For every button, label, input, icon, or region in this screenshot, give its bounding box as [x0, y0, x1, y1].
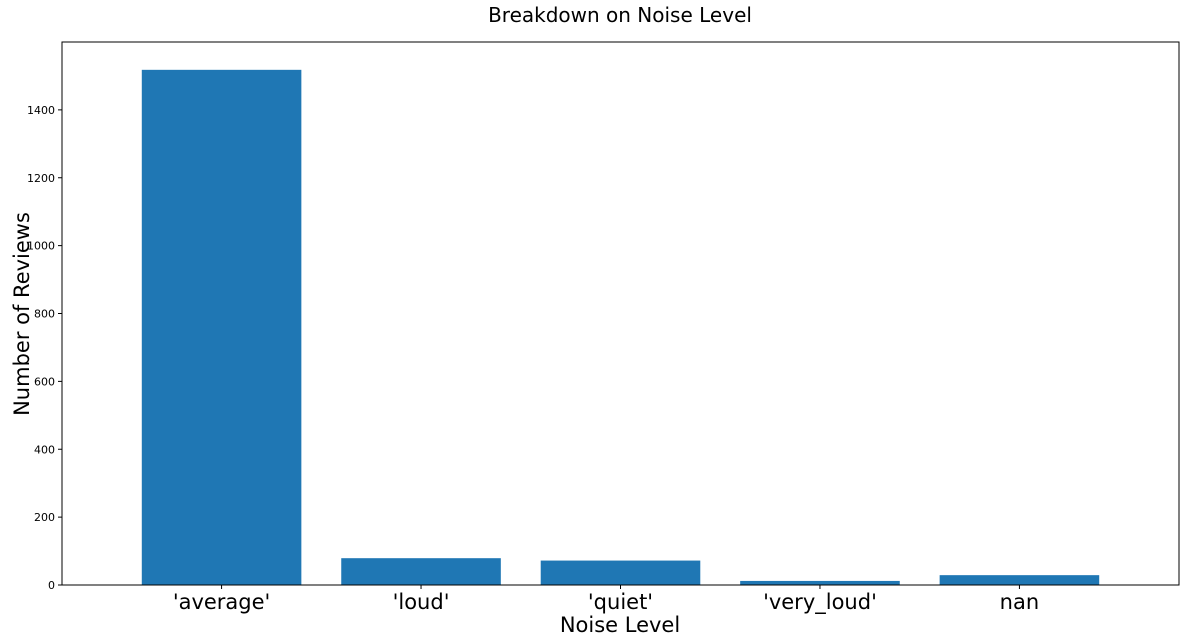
y-tick-label-5: 1000 [27, 240, 55, 253]
y-tick-label-7: 1400 [27, 104, 55, 117]
x-axis-ticks: 'average' 'loud' 'quiet' 'very_loud' nan [173, 585, 1039, 615]
x-tick-label-2: 'quiet' [588, 590, 653, 614]
bars-group [141, 69, 1100, 586]
x-tick-label-4: nan [1000, 590, 1040, 614]
y-tick-label-1: 200 [34, 511, 55, 524]
y-tick-label-4: 800 [34, 308, 55, 321]
bar-0 [141, 69, 302, 586]
y-axis-ticks: 0 200 400 600 800 1000 1200 1400 [27, 104, 62, 592]
bar-4 [939, 575, 1100, 585]
y-tick-label-6: 1200 [27, 172, 55, 185]
bar-3 [740, 580, 900, 585]
plot-frame [61, 41, 1180, 586]
bar-2 [540, 560, 701, 585]
x-tick-label-1: 'loud' [393, 590, 450, 614]
y-axis-label: Number of Reviews [10, 212, 34, 416]
x-tick-label-3: 'very_loud' [763, 590, 877, 615]
y-tick-label-3: 600 [34, 375, 55, 388]
y-tick-label-0: 0 [48, 579, 55, 592]
x-tick-label-0: 'average' [173, 590, 271, 614]
x-axis-label: Noise Level [560, 613, 680, 637]
y-tick-label-2: 400 [34, 443, 55, 456]
bar-1 [341, 558, 501, 585]
chart-title: Breakdown on Noise Level [488, 3, 752, 27]
